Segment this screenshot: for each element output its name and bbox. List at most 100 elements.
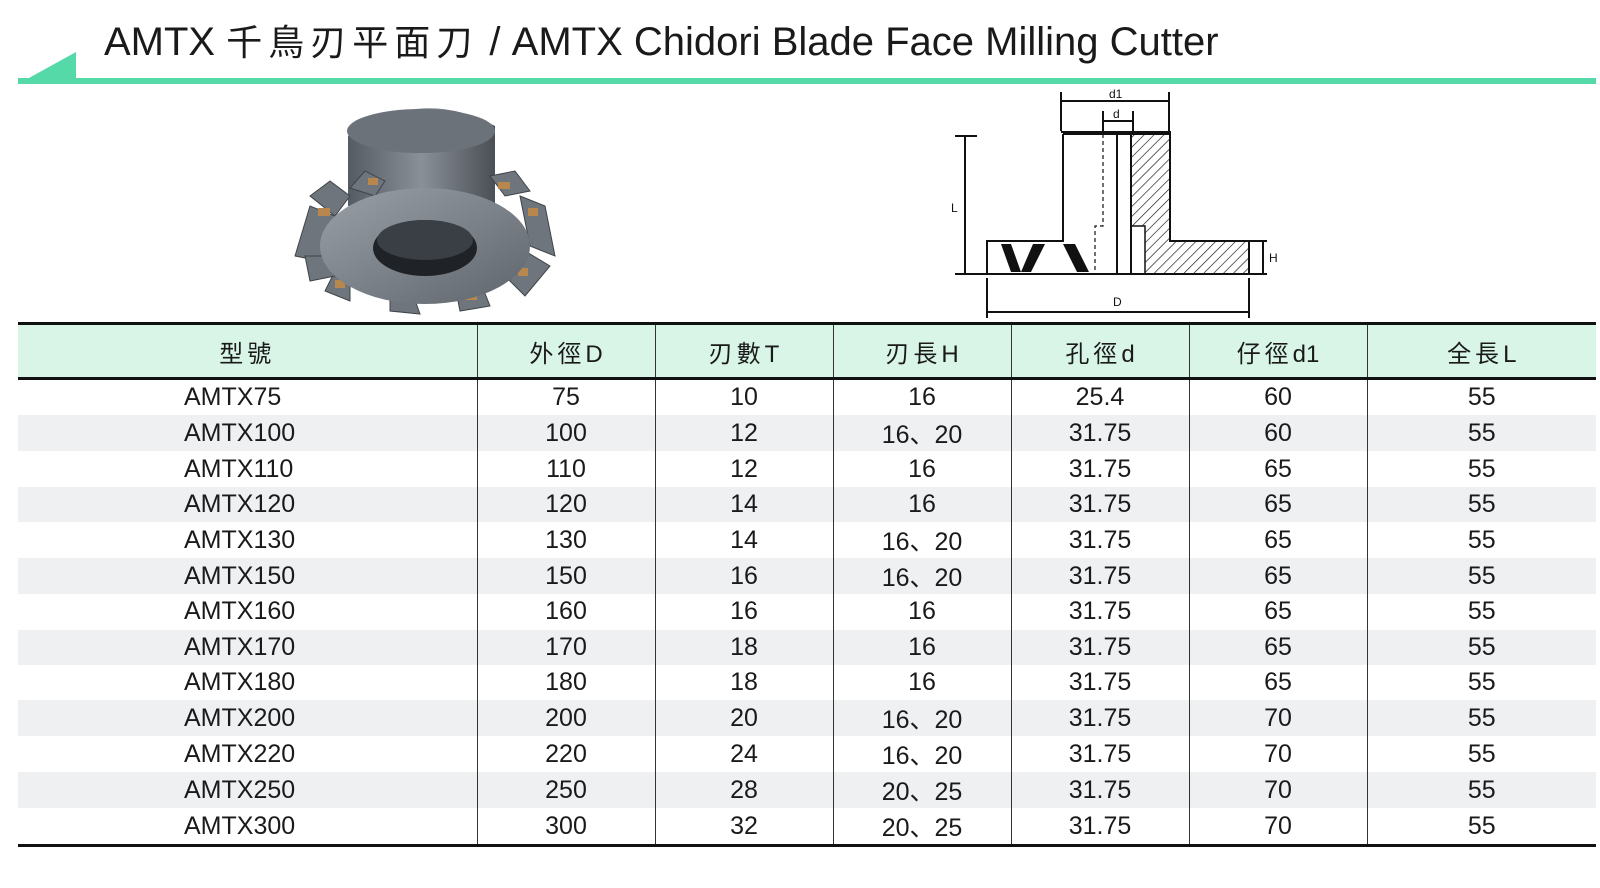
cell-d1: 65 — [1188, 522, 1367, 559]
cell-H: 20、25 — [832, 808, 1011, 848]
cell-model: AMTX160 — [184, 597, 296, 626]
header-blade-length: 刃長H — [832, 322, 1011, 380]
cell-D: 120 — [476, 486, 655, 523]
cell-L: 55 — [1366, 486, 1596, 523]
cell-T: 18 — [654, 664, 833, 701]
cell-L: 55 — [1366, 700, 1596, 737]
cell-L: 55 — [1366, 736, 1596, 773]
cell-model: AMTX300 — [18, 808, 477, 848]
cell-D: 100 — [476, 415, 655, 452]
cell-d: 31.75 — [1010, 594, 1189, 630]
table-row: AMTX100 100 12 16、20 31.75 60 55 — [18, 415, 1596, 452]
cell-D: 300 — [476, 808, 655, 848]
cell-d: 25.4 — [1010, 378, 1189, 416]
header-blade-length-sym: H — [941, 340, 959, 368]
cell-d: 31.75 — [1010, 558, 1189, 595]
cell-d: 31.75 — [1010, 700, 1189, 737]
cell-T: 14 — [654, 522, 833, 559]
cell-model: AMTX150 — [18, 558, 477, 595]
cell-H: 16、20 — [832, 522, 1011, 559]
cell-d: 31.75 — [1010, 808, 1189, 848]
cell-L: 55 — [1366, 808, 1596, 848]
cell-H: 16、20 — [832, 415, 1011, 452]
cell-model: AMTX120 — [18, 486, 477, 523]
cell-H: 16 — [832, 486, 1011, 523]
table-row: AMTX160 160 16 16 31.75 65 55 — [18, 594, 1596, 630]
cell-D: 160 — [476, 594, 655, 630]
title-separator: / — [489, 20, 501, 64]
table-row: AMTX300 300 32 20、25 31.75 70 55 — [18, 808, 1596, 848]
cell-T: 12 — [654, 415, 833, 452]
cell-model: AMTX250 — [18, 772, 477, 809]
header-hub-diameter-sym: d1 — [1292, 340, 1320, 368]
table-header-row: 型號 外徑D 刃數T 刃長H 孔徑d 仔徑d1 全長L — [18, 322, 1596, 380]
header-outer-diameter-sym: D — [585, 340, 603, 368]
cell-L: 55 — [1366, 629, 1596, 665]
cell-D: 170 — [476, 629, 655, 665]
cell-d1: 70 — [1188, 700, 1367, 737]
cell-H: 20、25 — [832, 772, 1011, 809]
header-bore: 孔徑d — [1010, 322, 1189, 380]
cell-H: 16 — [832, 378, 1011, 416]
cell-d: 31.75 — [1010, 415, 1189, 452]
cell-T: 28 — [654, 772, 833, 809]
title-english: AMTX Chidori Blade Face Milling Cutter — [511, 20, 1219, 64]
header-overall-length: 全長L — [1366, 322, 1596, 380]
cell-H: 16 — [832, 451, 1011, 487]
cell-H: 16、20 — [832, 736, 1011, 773]
header-teeth: 刃數T — [654, 322, 833, 380]
cell-model: AMTX220 — [184, 739, 296, 768]
cell-d1: 70 — [1188, 808, 1367, 848]
product-photo — [294, 108, 556, 315]
cell-L: 55 — [1366, 522, 1596, 559]
cell-d1: 70 — [1188, 736, 1367, 773]
cell-D: 130 — [476, 522, 655, 559]
cell-d1: 65 — [1188, 558, 1367, 595]
cell-d: 31.75 — [1010, 772, 1189, 809]
header-hub-diameter-label: 仔徑 — [1236, 339, 1293, 368]
cell-d1: 65 — [1188, 664, 1367, 701]
cell-H: 16、20 — [832, 700, 1011, 737]
cell-d: 31.75 — [1010, 486, 1189, 523]
header-hub-diameter: 仔徑d1 — [1188, 322, 1367, 380]
title-cjk: 千鳥刃平面刀 — [226, 23, 479, 64]
cell-H: 16 — [832, 629, 1011, 665]
cell-d1: 70 — [1188, 772, 1367, 809]
header-bore-label: 孔徑 — [1065, 339, 1122, 368]
cell-L: 55 — [1366, 664, 1596, 701]
header-teeth-sym: T — [764, 340, 780, 368]
cell-H: 16、20 — [832, 558, 1011, 595]
cell-D: 200 — [476, 700, 655, 737]
cell-model: AMTX130 — [184, 525, 296, 554]
table-row: AMTX120 120 14 16 31.75 65 55 — [18, 486, 1596, 523]
cell-L: 55 — [1366, 594, 1596, 630]
cell-d1: 65 — [1188, 486, 1367, 523]
cell-H: 16 — [832, 664, 1011, 701]
cell-L: 55 — [1366, 378, 1596, 416]
cell-d1: 60 — [1188, 378, 1367, 416]
cell-D: 150 — [476, 558, 655, 595]
table-row: AMTX130 130 14 16、20 31.75 65 55 — [18, 522, 1596, 559]
header-teeth-label: 刃數 — [708, 339, 765, 368]
cell-T: 10 — [654, 378, 833, 416]
label-d1: d1 — [1109, 87, 1123, 101]
cell-T: 14 — [654, 486, 833, 523]
table-row: AMTX75 75 10 16 25.4 60 55 — [18, 378, 1596, 416]
header-overall-length-label: 全長 — [1447, 339, 1504, 368]
cell-L: 55 — [1366, 451, 1596, 487]
cell-d: 31.75 — [1010, 629, 1189, 665]
cell-L: 55 — [1366, 415, 1596, 452]
cell-T: 32 — [654, 808, 833, 848]
spec-table: 型號 外徑D 刃數T 刃長H 孔徑d 仔徑d1 全長L AMTX75 75 10 16… — [18, 322, 1596, 848]
cell-L: 55 — [1366, 772, 1596, 809]
header-outer-diameter-label: 外徑 — [529, 339, 586, 368]
cell-d: 31.75 — [1010, 736, 1189, 773]
cell-d1: 65 — [1188, 629, 1367, 665]
table-row: AMTX200 200 20 16、20 31.75 70 55 — [18, 700, 1596, 737]
cell-model: AMTX75 — [184, 383, 282, 412]
table-row: AMTX170 170 18 16 31.75 65 55 — [18, 629, 1596, 665]
header-outer-diameter: 外徑D — [476, 322, 655, 380]
page-title: AMTX 千鳥刃平面刀 / AMTX Chidori Blade Face Mi… — [104, 14, 1219, 66]
cell-T: 24 — [654, 736, 833, 773]
cell-D: 180 — [476, 664, 655, 701]
